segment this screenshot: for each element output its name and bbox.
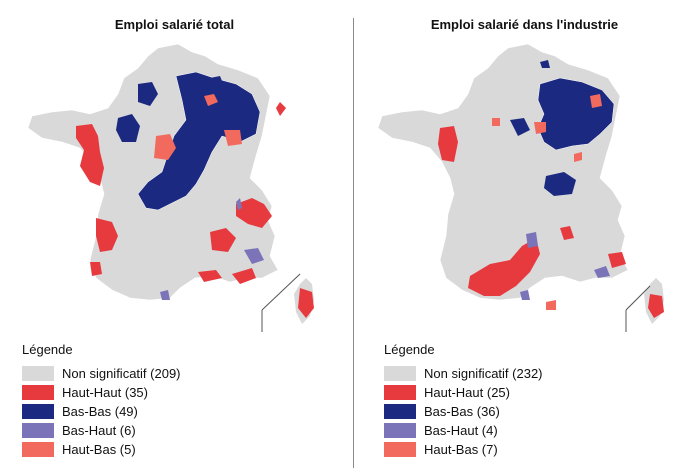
legend-item: Bas-Bas (49) — [22, 402, 181, 421]
legend-swatch — [384, 366, 416, 381]
region-haut-haut — [96, 218, 118, 252]
region-haut-haut — [468, 238, 540, 296]
legend-item: Bas-Bas (36) — [384, 402, 543, 421]
france-map-industrie — [377, 43, 664, 332]
region-bas-bas — [544, 172, 576, 196]
legend-item: Non significatif (209) — [22, 364, 181, 383]
region-haut-bas — [534, 122, 546, 134]
legend-label: Bas-Bas (49) — [62, 404, 138, 419]
region-bas-haut — [244, 248, 264, 264]
region-bas-bas — [138, 82, 158, 106]
legend-item: Haut-Bas (5) — [22, 440, 181, 459]
region-haut-haut — [90, 262, 102, 276]
map-title: Emploi salarié total — [114, 17, 235, 32]
legend-item: Haut-Bas (7) — [384, 440, 543, 459]
legend-swatch — [384, 385, 416, 400]
region-haut-haut — [76, 124, 104, 186]
legend-swatch — [22, 423, 54, 438]
legend-label: Haut-Haut (35) — [62, 385, 148, 400]
region-haut-haut — [232, 268, 256, 284]
legend-swatch — [384, 404, 416, 419]
region-haut-bas — [204, 94, 218, 106]
region-haut-bas — [590, 94, 602, 108]
region-haut-haut — [438, 126, 458, 162]
region-haut-haut — [276, 102, 286, 116]
region-haut-haut — [236, 198, 272, 228]
region-haut-bas — [546, 300, 556, 310]
map-title: Emploi salarié dans l'industrie — [430, 17, 619, 32]
region-bas-haut — [594, 266, 610, 278]
region-haut-bas — [154, 134, 176, 160]
legend-swatch — [22, 385, 54, 400]
legend-swatch — [384, 423, 416, 438]
region-bas-haut — [236, 198, 242, 210]
region-haut-bas — [574, 152, 582, 162]
region-haut-haut — [560, 226, 574, 240]
region-haut-haut — [608, 252, 626, 268]
region-haut-haut — [648, 294, 664, 318]
legend-label: Bas-Bas (36) — [424, 404, 500, 419]
legend-item: Bas-Haut (6) — [22, 421, 181, 440]
region-haut-haut — [198, 270, 222, 282]
panel-emploi-total: Emploi salarié total Légende — [0, 0, 349, 475]
region-bas-haut — [526, 232, 538, 248]
legend-swatch — [22, 442, 54, 457]
legend-swatch — [384, 442, 416, 457]
region-bas-haut — [160, 290, 170, 300]
legend-item: Haut-Haut (25) — [384, 383, 543, 402]
legend: Légende Non significatif (209) Haut-Haut… — [22, 342, 181, 459]
legend-swatch — [22, 366, 54, 381]
legend-swatch — [22, 404, 54, 419]
legend-title: Légende — [384, 342, 435, 357]
region-haut-bas — [224, 130, 242, 146]
legend-item: Non significatif (232) — [384, 364, 543, 383]
legend-label: Haut-Bas (5) — [62, 442, 136, 457]
legend-label: Haut-Haut (25) — [424, 385, 510, 400]
panel-emploi-industrie: Emploi salarié dans l'industrie Légende … — [350, 0, 699, 475]
panel-divider — [353, 18, 354, 468]
legend: Légende Non significatif (232) Haut-Haut… — [384, 342, 543, 459]
legend-label: Non significatif (232) — [424, 366, 543, 381]
region-haut-bas — [492, 118, 500, 126]
region-bas-haut — [520, 290, 530, 300]
region-bas-bas — [116, 114, 140, 142]
legend-title: Légende — [22, 342, 73, 357]
legend-label: Bas-Haut (4) — [424, 423, 498, 438]
france-map-total — [27, 43, 314, 332]
region-bas-bas — [510, 118, 530, 136]
legend-item: Haut-Haut (35) — [22, 383, 181, 402]
legend-label: Bas-Haut (6) — [62, 423, 136, 438]
region-haut-haut — [210, 228, 236, 252]
france-mainland — [27, 43, 279, 301]
legend-label: Non significatif (209) — [62, 366, 181, 381]
region-haut-haut — [298, 288, 314, 318]
region-bas-bas — [210, 76, 224, 90]
region-bas-bas — [540, 60, 550, 68]
legend-item: Bas-Haut (4) — [384, 421, 543, 440]
legend-label: Haut-Bas (7) — [424, 442, 498, 457]
